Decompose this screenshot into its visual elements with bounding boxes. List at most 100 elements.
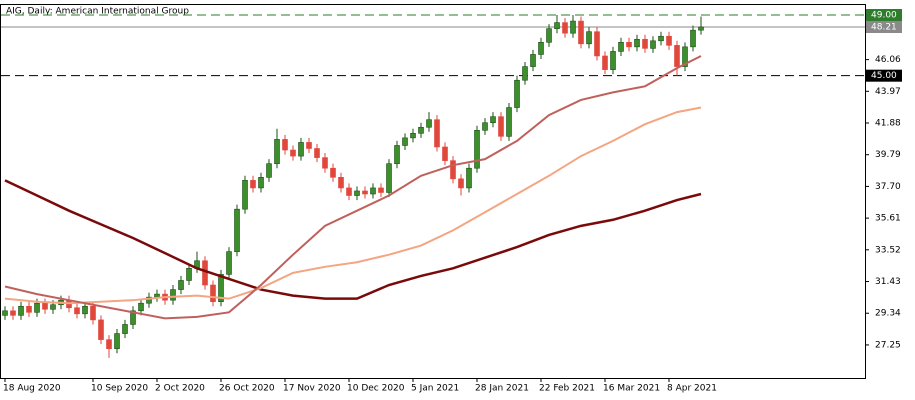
candle-body — [146, 296, 152, 304]
x-tick-label: 16 Mar 2021 — [603, 384, 660, 394]
candle-body — [226, 251, 232, 275]
candle-body — [18, 305, 24, 316]
candle-body — [506, 107, 512, 137]
candle-body — [130, 310, 136, 325]
candle-body — [314, 148, 320, 158]
candle-body — [322, 157, 328, 169]
candle-body — [434, 119, 440, 148]
candle-body — [426, 119, 432, 128]
level-box — [866, 9, 902, 22]
candle-body — [346, 187, 352, 196]
level-label: 45.00 — [871, 71, 897, 81]
y-tick-label: 37.70 — [875, 182, 901, 192]
candle-body — [490, 116, 496, 124]
level-label: 49.00 — [871, 11, 897, 21]
level-box — [866, 69, 902, 82]
candle-body — [242, 180, 248, 210]
candle-body — [74, 307, 80, 315]
y-tick-label: 31.43 — [875, 277, 901, 287]
candle-body — [106, 339, 112, 350]
y-tick-label: 43.97 — [875, 87, 901, 97]
candle-body — [138, 302, 144, 312]
moving-average — [4, 179, 702, 300]
candle-body — [90, 305, 96, 321]
y-tick-label: 35.61 — [875, 214, 901, 224]
candle-body — [282, 139, 288, 151]
y-tick-label: 29.34 — [875, 309, 901, 319]
y-tick-label: 41.88 — [875, 119, 901, 129]
candle-body — [410, 133, 416, 139]
candle-body — [498, 116, 504, 137]
candle-body — [402, 137, 408, 146]
candle-body — [274, 139, 280, 164]
candle-body — [578, 20, 584, 45]
moving-average — [4, 55, 702, 320]
candle-body — [306, 142, 312, 149]
candle-body — [98, 319, 104, 340]
candle-body — [258, 177, 264, 189]
candle-body — [10, 310, 16, 316]
candle-body — [562, 22, 568, 34]
y-tick-label: 27.25 — [875, 340, 901, 350]
candle-body — [338, 177, 344, 189]
x-tick-label: 26 Oct 2020 — [219, 384, 275, 394]
moving-average — [4, 106, 702, 305]
candle-body — [218, 274, 224, 303]
x-tick-label: 2 Oct 2020 — [155, 384, 205, 394]
y-tick-label: 46.06 — [875, 55, 901, 65]
candle-body — [114, 333, 120, 350]
candle-body — [186, 268, 192, 281]
candle-body — [170, 289, 176, 301]
y-tick-label: 33.52 — [875, 245, 901, 255]
candle-body — [626, 42, 632, 48]
candle-body — [2, 310, 8, 316]
candle-body — [234, 208, 240, 252]
candle-body — [682, 46, 688, 67]
candle-body — [418, 126, 424, 134]
candle-body — [362, 190, 368, 195]
candle-body — [378, 187, 384, 193]
candle-body — [266, 163, 272, 178]
candle-body — [26, 305, 32, 313]
candle-body — [82, 305, 88, 315]
candle-body — [634, 38, 640, 48]
candle-body — [42, 302, 48, 310]
candle-body — [210, 284, 216, 303]
x-tick-label: 5 Jan 2021 — [411, 384, 459, 394]
candle-body — [538, 42, 544, 55]
candle-body — [386, 163, 392, 193]
candle-body — [650, 40, 656, 49]
candle-body — [586, 31, 592, 45]
candle-body — [530, 54, 536, 67]
plot-frame — [0, 4, 866, 379]
candle-body — [50, 304, 56, 310]
candle-body — [442, 146, 448, 161]
candle-body — [450, 160, 456, 180]
candle-body — [154, 293, 160, 298]
candle-body — [546, 28, 552, 43]
candle-body — [354, 190, 360, 196]
level-box — [866, 20, 902, 33]
chart-title: AIG, Daily: American International Group — [6, 7, 189, 17]
level-label: 48.21 — [871, 22, 897, 32]
candle-body — [298, 142, 304, 157]
candle-body — [330, 167, 336, 178]
candle-body — [642, 38, 648, 49]
candle-body — [658, 35, 664, 42]
candle-body — [290, 149, 296, 157]
x-tick-label: 18 Aug 2020 — [3, 384, 61, 394]
x-tick-label: 8 Apr 2021 — [667, 384, 717, 394]
candle-body — [570, 20, 576, 34]
candle-body — [690, 29, 696, 48]
candle-body — [394, 145, 400, 164]
x-tick-label: 10 Sep 2020 — [91, 384, 148, 394]
candle-body — [466, 167, 472, 189]
candle-body — [594, 31, 600, 57]
candle-body — [514, 79, 520, 108]
candle-body — [602, 55, 608, 70]
candle-body — [674, 45, 680, 67]
candle-body — [458, 178, 464, 189]
candle-body — [482, 122, 488, 131]
candle-body — [554, 22, 560, 29]
candle-body — [370, 187, 376, 195]
